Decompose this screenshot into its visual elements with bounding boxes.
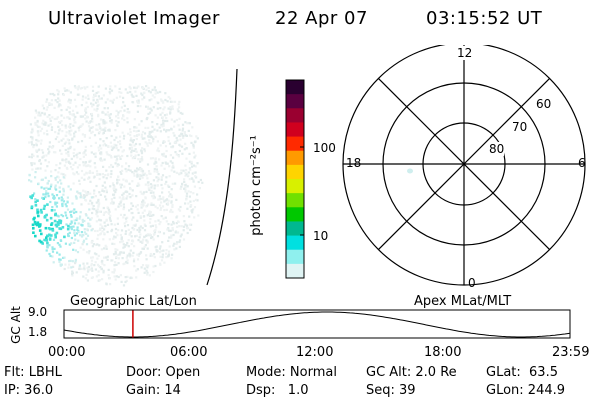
x-tick-1800: 18:00 — [424, 345, 462, 360]
apex-title: Apex MLat/MLT — [414, 294, 512, 309]
colorbar-cell — [286, 150, 304, 166]
colorbar-cell — [286, 193, 304, 208]
mlt-label-6: 6 — [578, 156, 586, 170]
mode-label: Mode: Normal — [246, 365, 337, 380]
colorbar-cell — [286, 221, 304, 237]
gain-label: Gain: 14 — [126, 383, 181, 398]
colorbar-cell — [286, 108, 304, 123]
y-tick-high: 9.0 — [28, 305, 48, 319]
ip-label: IP: 36.0 — [4, 383, 54, 398]
aurora-emission — [28, 85, 204, 287]
geographic-title: Geographic Lat/Lon — [70, 294, 197, 309]
glat-label: GLat: 63.5 — [486, 365, 558, 380]
polar-emission-spot — [407, 168, 413, 174]
colorbar-unit-label: photon cm⁻²s⁻¹ — [248, 135, 264, 236]
lat-label-80: 80 — [489, 142, 505, 156]
lat-label-70: 70 — [512, 120, 528, 134]
altitude-curve — [63, 311, 571, 338]
colorbar-cell — [286, 122, 304, 138]
dsp-label: Dsp: 1.0 — [246, 383, 309, 398]
color-bar — [285, 79, 305, 279]
door-label: Door: Open — [126, 365, 201, 380]
colorbar-cell — [286, 207, 304, 222]
mlt-label-12: 12 — [457, 46, 473, 60]
x-tick-0600: 06:00 — [170, 345, 208, 360]
colorbar-cell — [286, 179, 304, 194]
colorbar-cell — [286, 94, 304, 109]
colorbar-cell — [286, 164, 304, 180]
image-time: 03:15:52 UT — [426, 8, 543, 29]
image-date: 22 Apr 07 — [275, 8, 368, 29]
mlt-label-18: 18 — [346, 156, 362, 170]
orbit-timeline[interactable] — [58, 308, 574, 342]
timeline-ylabel: GC Alt — [9, 306, 23, 344]
lat-label-60: 60 — [536, 97, 552, 111]
colorbar-cell — [286, 136, 304, 152]
colorbar-cell — [286, 235, 304, 251]
glon-label: GLon: 244.9 — [486, 383, 566, 398]
instrument-title: Ultraviolet Imager — [48, 8, 220, 29]
y-tick-low: 1.8 — [28, 325, 48, 339]
x-tick-1200: 12:00 — [296, 345, 334, 360]
colorbar-tick-100: 100 — [313, 141, 336, 155]
seq-label: Seq: 39 — [366, 383, 416, 398]
x-tick-2359: 23:59 — [552, 345, 590, 360]
colorbar-cell — [286, 249, 304, 265]
filter-label: Flt: LBHL — [4, 365, 62, 380]
earth-limb — [206, 68, 238, 286]
polar-grid[interactable] — [340, 45, 590, 293]
colorbar-cell — [286, 263, 304, 279]
aurora-image[interactable] — [0, 55, 260, 295]
mlt-label-0: 0 — [468, 276, 476, 290]
gc-alt-label: GC Alt: 2.0 Re — [366, 365, 457, 380]
colorbar-tick-10: 10 — [313, 229, 329, 243]
colorbar-cell — [286, 80, 304, 95]
x-tick-0000: 00:00 — [48, 345, 86, 360]
